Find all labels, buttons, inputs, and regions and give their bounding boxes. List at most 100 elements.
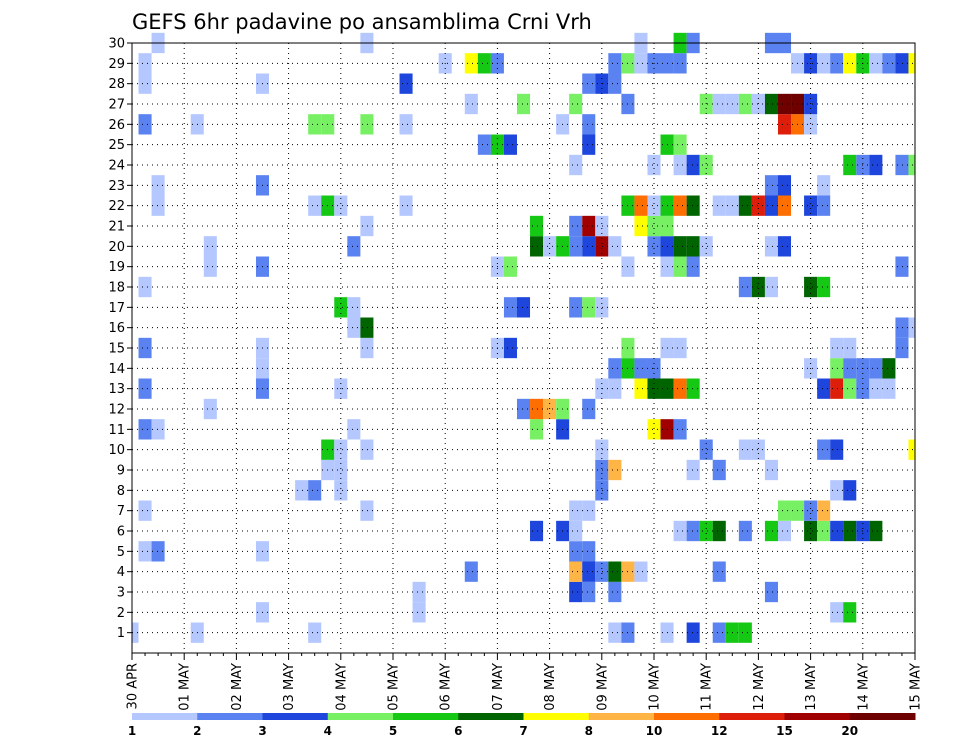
heatmap-cell [530,236,544,257]
heatmap-cell [203,256,217,277]
x-tick-label: 04 MAY [334,663,349,711]
heatmap-cell [673,419,687,440]
y-tick-label: 12 [108,403,125,418]
heatmap-cell [543,236,557,257]
heatmap-cell [764,93,778,115]
heatmap-cell [634,378,648,399]
y-tick-label: 14 [108,362,125,377]
heatmap-cell [569,154,583,176]
heatmap-cell [582,398,596,420]
heatmap-cell [582,297,596,318]
heatmap-cell [477,134,491,155]
heatmap-cell [347,317,361,338]
colorbar-swatch [458,713,524,720]
heatmap-cell [764,276,778,298]
heatmap-cell [360,114,374,135]
heatmap-cell [895,154,909,176]
heatmap-cell [712,93,726,115]
colorbar-swatch [588,713,655,720]
colorbar-label: 2 [193,724,201,738]
heatmap-cell [764,581,778,603]
heatmap-cell [777,500,792,521]
heatmap-cell [647,215,661,237]
heatmap-cell [569,93,583,115]
x-tick-label: 07 MAY [491,663,506,711]
y-tick-label: 24 [108,159,125,174]
heatmap-cell [582,114,596,135]
heatmap-cell [634,358,648,379]
heatmap-cell [203,398,217,420]
x-tick-label: 01 MAY [178,663,193,711]
heatmap-cell [699,236,713,257]
y-tick-label: 8 [117,484,125,499]
heatmap-cell [608,53,622,74]
heatmap-cell [530,398,544,420]
heatmap-cell [712,520,726,542]
heatmap-cell [608,581,622,603]
heatmap-cell [530,419,544,440]
heatmap-cell [712,561,726,582]
colorbar-label: 12 [711,724,728,738]
heatmap-cell [412,602,426,623]
colorbar-label: 8 [585,724,593,738]
x-tick-label: 05 MAY [387,663,402,711]
heatmap-cell [608,378,622,399]
y-tick-label: 22 [108,199,125,214]
heatmap-cell [686,236,700,257]
heatmap-cell [360,317,374,338]
heatmap-cell [908,317,915,338]
heatmap-cell [308,480,322,501]
heatmap-cell [869,520,883,542]
heatmap-cell [334,297,348,318]
colorbar-swatch [784,713,851,720]
heatmap-cell [595,297,609,318]
heatmap-cell [699,520,713,542]
heatmap-cells [132,32,915,643]
heatmap-cell [582,581,596,603]
heatmap-cell [804,276,818,298]
x-tick-label: 03 MAY [282,663,297,711]
x-tick-label: 11 MAY [700,663,715,711]
heatmap-cell [830,480,844,501]
heatmap-cell [817,520,831,542]
heatmap-cell [569,520,583,542]
y-tick-label: 4 [117,565,125,580]
heatmap-cell [830,602,844,623]
axes: 1234567891011121314151617181920212223242… [108,37,923,711]
heatmap-cell [843,520,857,542]
y-tick-label: 17 [108,301,125,316]
heatmap-cell [360,500,374,521]
y-tick-label: 18 [108,281,125,296]
colorbar-swatch [132,713,198,720]
y-tick-label: 23 [108,179,125,194]
heatmap-cell [712,459,726,481]
heatmap-cell [764,520,778,542]
heatmap-cell [673,337,687,359]
heatmap-cell [634,195,648,216]
heatmap-cell [777,520,792,542]
heatmap-cell [882,378,896,399]
heatmap-cell [673,134,687,155]
heatmap-cell [869,154,883,176]
heatmap-cell [738,195,752,216]
heatmap-cell [595,480,609,501]
heatmap-cell [308,622,322,643]
heatmap-cell [673,195,687,216]
x-tick-label: 13 MAY [804,663,819,711]
heatmap-cell [869,53,883,74]
x-tick-label: 30 APR [126,663,141,709]
heatmap-cell [777,175,792,196]
x-tick-label: 08 MAY [543,663,558,711]
heatmap-cell [360,215,374,237]
heatmap-cell [399,73,413,94]
chart-title: GEFS 6hr padavine po ansamblima Crni Vrh [132,10,592,34]
heatmap-cell [817,175,831,196]
heatmap-cell [699,154,713,176]
heatmap-cell [582,500,596,521]
heatmap-cell [464,561,478,582]
heatmap-cell [647,236,661,257]
heatmap-cell [595,561,609,582]
heatmap-cell [843,378,857,399]
heatmap-cell [686,195,700,216]
heatmap-cell [738,93,752,115]
